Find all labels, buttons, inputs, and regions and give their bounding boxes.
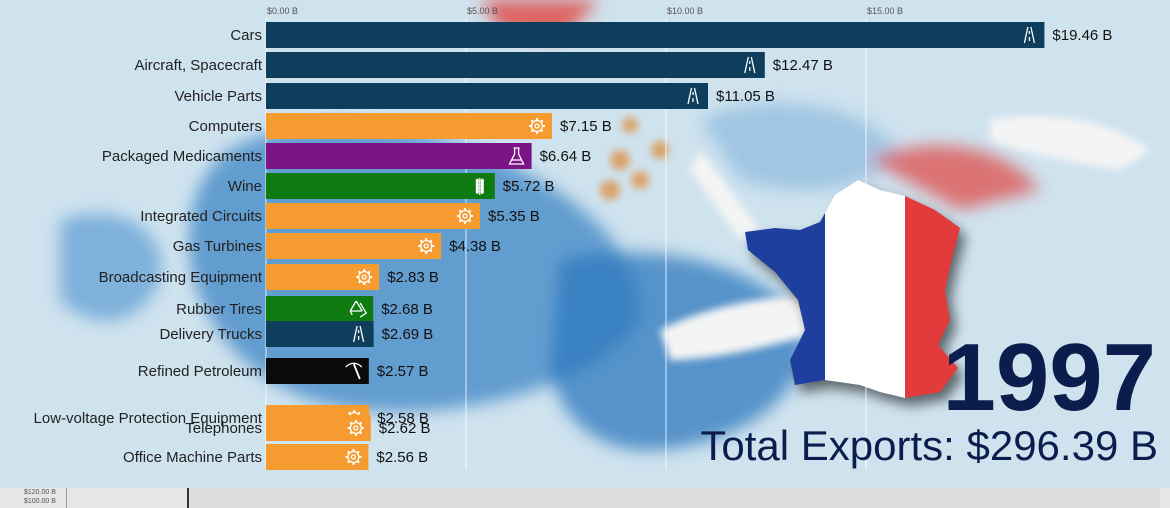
category-label: Rubber Tires <box>176 301 262 318</box>
value-label: $6.64 B <box>540 148 592 165</box>
road-icon <box>744 56 756 74</box>
category-label: Low-voltage Protection Equipment <box>34 410 263 427</box>
category-label: Packaged Medicaments <box>102 148 262 165</box>
timeline-cursor[interactable] <box>187 488 189 508</box>
category-label: Wine <box>228 178 262 195</box>
bar-chart: $0.00 B $5.00 B $10.00 B $15.00 B Cars $19.46… <box>34 6 1112 470</box>
road-icon <box>352 325 365 343</box>
x-tick-label: $10.00 B <box>667 6 703 16</box>
bar <box>266 173 495 199</box>
category-label: Cars <box>230 27 262 44</box>
category-label: Delivery Trucks <box>159 326 262 343</box>
wheat-icon <box>475 178 484 195</box>
value-label: $5.35 B <box>488 208 540 225</box>
value-label: $2.56 B <box>376 449 428 466</box>
gear-icon <box>457 208 473 224</box>
category-label: Computers <box>189 118 262 135</box>
bar <box>266 203 480 229</box>
value-label: $4.38 B <box>449 238 501 255</box>
bar <box>266 296 374 322</box>
gear-icon <box>347 420 364 436</box>
recycle-icon <box>349 300 368 318</box>
category-label: Vehicle Parts <box>174 88 262 105</box>
value-label: $5.72 B <box>503 178 555 195</box>
gear-icon <box>345 449 362 465</box>
timeline-track[interactable] <box>190 488 1160 508</box>
bar <box>266 233 442 259</box>
bar <box>266 358 369 384</box>
value-label: $2.83 B <box>387 269 439 286</box>
gear-icon <box>356 269 373 285</box>
category-label: Gas Turbines <box>173 238 262 255</box>
timeline-label-100: $100.00 B <box>24 498 56 505</box>
timeline-axis <box>66 488 67 508</box>
category-label: Integrated Circuits <box>140 208 262 225</box>
pickaxe-icon <box>345 362 363 380</box>
bar <box>266 83 708 109</box>
total-exports-label: Total Exports: $296.39 B <box>700 422 1158 469</box>
value-label: $2.58 B <box>377 410 429 427</box>
bar <box>266 444 369 470</box>
bar <box>266 143 532 169</box>
value-label: $2.62 B <box>379 420 431 437</box>
bar <box>266 415 371 441</box>
category-label: Aircraft, Spacecraft <box>134 57 262 74</box>
category-label: Office Machine Parts <box>123 449 262 466</box>
value-label: $11.05 B <box>716 88 775 105</box>
bar <box>266 22 1045 48</box>
value-label: $19.46 B <box>1052 27 1112 44</box>
x-tick-label: $15.00 B <box>867 6 903 16</box>
bar <box>266 264 380 290</box>
value-label: $7.15 B <box>560 118 612 135</box>
x-tick-label: $5.00 B <box>467 6 498 16</box>
value-label: $2.57 B <box>377 363 429 380</box>
road-icon <box>1023 26 1036 44</box>
bar <box>266 113 552 139</box>
x-tick-label: $0.00 B <box>267 6 298 16</box>
value-label: $2.68 B <box>381 301 433 318</box>
category-label: Refined Petroleum <box>138 363 262 380</box>
road-icon <box>687 87 699 105</box>
bar <box>266 52 765 78</box>
value-label: $2.69 B <box>382 326 434 343</box>
timeline-label-120: $120.00 B <box>24 489 56 496</box>
category-label: Telephones <box>185 420 262 437</box>
gear-icon <box>418 238 435 254</box>
value-label: $12.47 B <box>773 57 833 74</box>
flask-icon <box>508 147 525 165</box>
gear-icon <box>529 118 545 134</box>
year-label: 1997 <box>942 324 1156 431</box>
timeline-bar[interactable]: $120.00 B $100.00 B <box>0 488 1170 508</box>
category-label: Broadcasting Equipment <box>99 269 263 286</box>
bar <box>266 321 374 347</box>
